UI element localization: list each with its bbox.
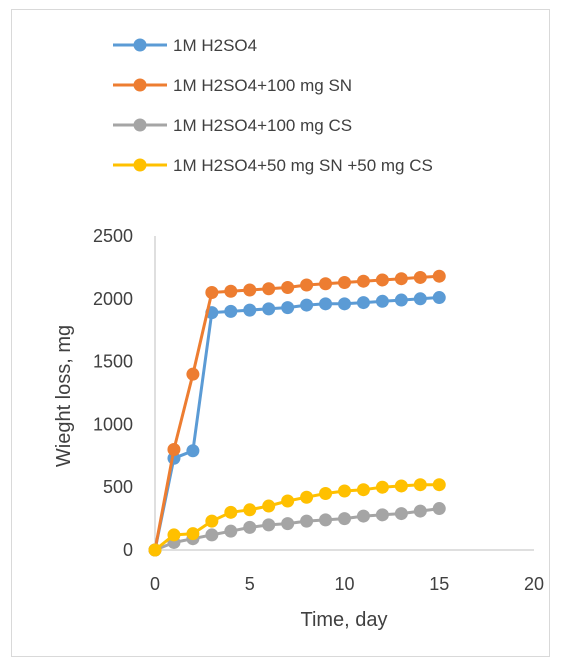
data-point xyxy=(413,270,427,284)
data-point xyxy=(281,280,295,294)
series-group xyxy=(148,269,446,557)
data-point xyxy=(243,503,257,517)
legend-label: 1M H2SO4+50 mg SN +50 mg CS xyxy=(173,156,433,175)
y-tick-label: 1500 xyxy=(93,352,133,372)
x-tick-label: 20 xyxy=(524,574,544,594)
data-point xyxy=(319,277,333,291)
data-point xyxy=(300,298,314,312)
y-tick-labels: 0 500 1000 1500 2000 2500 xyxy=(93,226,133,560)
y-tick-label: 0 xyxy=(123,540,133,560)
data-point xyxy=(338,297,351,311)
legend-entry: 1M H2SO4+100 mg CS xyxy=(113,116,352,135)
data-point xyxy=(413,504,427,518)
data-point xyxy=(224,284,238,298)
data-point xyxy=(148,543,162,557)
legend-entry: 1M H2SO4+50 mg SN +50 mg CS xyxy=(113,156,433,175)
y-tick-label: 2000 xyxy=(93,289,133,309)
y-tick-label: 2500 xyxy=(93,226,133,246)
data-point xyxy=(338,512,351,526)
data-point xyxy=(394,507,408,521)
data-point xyxy=(300,278,314,292)
data-point xyxy=(432,478,446,492)
data-point xyxy=(262,518,276,532)
data-point xyxy=(205,514,219,528)
x-tick-labels: 0 5 10 15 20 xyxy=(150,574,544,594)
data-point xyxy=(394,272,408,286)
data-point xyxy=(262,499,276,513)
data-point xyxy=(262,302,276,316)
legend-marker xyxy=(133,78,147,92)
series-line xyxy=(154,483,440,552)
data-point xyxy=(224,304,238,318)
data-point xyxy=(319,297,333,311)
legend: 1M H2SO4 1M H2SO4+100 mg SN 1M H2SO4+100 m… xyxy=(113,36,433,175)
series-line xyxy=(153,296,440,551)
data-point xyxy=(205,286,219,300)
legend-entry: 1M H2SO4 xyxy=(113,36,257,55)
data-point xyxy=(224,524,238,538)
data-point xyxy=(300,490,314,504)
data-point xyxy=(281,517,295,531)
legend-marker xyxy=(133,38,147,52)
data-point xyxy=(262,282,276,296)
data-point xyxy=(375,480,389,494)
legend-label: 1M H2SO4 xyxy=(173,36,257,55)
series-line xyxy=(153,274,440,551)
x-axis-label: Time, day xyxy=(300,609,387,631)
data-point xyxy=(432,269,446,283)
legend-marker xyxy=(133,118,147,132)
data-point xyxy=(205,528,219,542)
data-point xyxy=(186,444,200,458)
data-point xyxy=(281,494,295,508)
x-tick-label: 15 xyxy=(429,574,449,594)
y-axis-label: Wieght loss, mg xyxy=(53,325,75,467)
data-point xyxy=(394,293,408,307)
x-tick-label: 5 xyxy=(245,574,255,594)
y-tick-label: 1000 xyxy=(93,414,133,434)
legend-entry: 1M H2SO4+100 mg SN xyxy=(113,76,352,95)
x-tick-label: 0 xyxy=(150,574,160,594)
data-point xyxy=(319,513,333,527)
x-tick-label: 10 xyxy=(334,574,354,594)
axes xyxy=(154,236,534,551)
data-point xyxy=(394,479,408,493)
legend-label: 1M H2SO4+100 mg SN xyxy=(173,76,352,95)
data-point xyxy=(413,292,427,306)
data-point xyxy=(338,275,351,289)
data-point xyxy=(432,502,446,516)
data-point xyxy=(432,291,446,305)
data-point xyxy=(281,301,295,315)
data-point xyxy=(375,508,389,522)
data-point xyxy=(356,274,370,288)
series-3 xyxy=(148,478,446,557)
y-tick-label: 500 xyxy=(103,477,133,497)
series-1 xyxy=(148,269,446,557)
legend-label: 1M H2SO4+100 mg CS xyxy=(173,116,352,135)
data-point xyxy=(224,505,238,519)
data-point xyxy=(186,367,200,381)
data-point xyxy=(338,484,351,498)
data-point xyxy=(356,509,370,523)
chart-frame xyxy=(11,9,550,657)
legend-marker xyxy=(133,158,147,172)
series-line xyxy=(154,507,440,552)
data-point xyxy=(413,478,427,492)
data-point xyxy=(300,514,314,528)
data-point xyxy=(243,283,257,297)
data-point xyxy=(319,486,333,500)
data-point xyxy=(167,528,181,542)
data-point xyxy=(167,443,181,457)
data-point xyxy=(243,520,257,534)
data-point xyxy=(375,294,389,308)
data-point xyxy=(375,273,389,287)
data-point xyxy=(356,483,370,497)
data-point xyxy=(243,303,257,317)
data-point xyxy=(186,527,200,541)
data-point xyxy=(356,296,370,310)
